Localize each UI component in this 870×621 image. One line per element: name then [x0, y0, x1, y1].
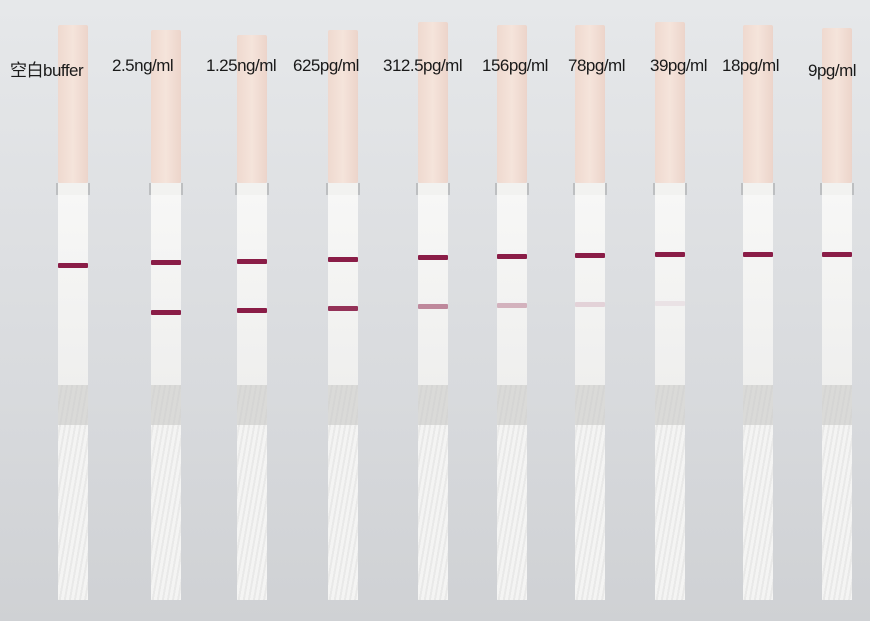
test-strip	[495, 0, 529, 621]
absorbent-pad	[151, 30, 181, 183]
test-line	[237, 308, 267, 313]
concentration-label: 625pg/ml	[293, 56, 359, 75]
result-window	[237, 195, 267, 385]
conjugate-pad	[237, 385, 267, 425]
strip-edge	[56, 183, 90, 195]
result-window	[418, 195, 448, 385]
concentration-label: 156pg/ml	[482, 56, 548, 75]
control-line	[58, 263, 88, 268]
absorbent-pad	[418, 22, 448, 183]
strip-edge	[495, 183, 529, 195]
concentration-label: 空白buffer	[10, 61, 84, 80]
concentration-label: 2.5ng/ml	[112, 56, 174, 75]
test-line	[328, 306, 358, 311]
absorbent-pad	[497, 25, 527, 183]
absorbent-pad	[743, 25, 773, 183]
test-line	[497, 303, 527, 308]
control-line	[497, 254, 527, 259]
result-window	[151, 195, 181, 385]
strip-edge	[653, 183, 687, 195]
test-strip	[573, 0, 607, 621]
absorbent-pad	[655, 22, 685, 183]
conjugate-pad	[743, 385, 773, 425]
control-line	[328, 257, 358, 262]
concentration-label: 18pg/ml	[722, 56, 779, 75]
conjugate-pad	[418, 385, 448, 425]
control-line	[655, 252, 685, 257]
conjugate-pad	[655, 385, 685, 425]
strip-edge	[149, 183, 183, 195]
conjugate-pad	[822, 385, 852, 425]
strip-edge	[573, 183, 607, 195]
result-window	[655, 195, 685, 385]
test-line	[418, 304, 448, 309]
strip-edge	[741, 183, 775, 195]
conjugate-pad	[58, 385, 88, 425]
conjugate-pad	[151, 385, 181, 425]
result-window	[497, 195, 527, 385]
strip-edge	[820, 183, 854, 195]
test-strip	[741, 0, 775, 621]
conjugate-pad	[575, 385, 605, 425]
test-strip	[149, 0, 183, 621]
control-line	[418, 255, 448, 260]
conjugate-pad	[497, 385, 527, 425]
result-window	[575, 195, 605, 385]
control-line	[151, 260, 181, 265]
concentration-label: 78pg/ml	[568, 56, 625, 75]
result-window	[743, 195, 773, 385]
absorbent-pad	[822, 28, 852, 183]
conjugate-pad	[328, 385, 358, 425]
test-line	[151, 310, 181, 315]
control-line	[822, 252, 852, 257]
control-line	[237, 259, 267, 264]
test-strip	[326, 0, 360, 621]
control-line	[743, 252, 773, 257]
test-strip	[56, 0, 90, 621]
test-line	[655, 301, 685, 306]
test-strip	[820, 0, 854, 621]
test-line	[575, 302, 605, 307]
result-window	[822, 195, 852, 385]
concentration-label: 1.25ng/ml	[206, 56, 277, 75]
strip-edge	[416, 183, 450, 195]
test-strip	[416, 0, 450, 621]
concentration-label: 312.5pg/ml	[383, 56, 463, 75]
control-line	[575, 253, 605, 258]
absorbent-pad	[58, 25, 88, 183]
concentration-label: 39pg/ml	[650, 56, 707, 75]
result-window	[328, 195, 358, 385]
absorbent-pad	[237, 35, 267, 183]
test-strip	[235, 0, 269, 621]
result-window	[58, 195, 88, 385]
absorbent-pad	[575, 25, 605, 183]
strip-edge	[235, 183, 269, 195]
strip-edge	[326, 183, 360, 195]
test-strip	[653, 0, 687, 621]
absorbent-pad	[328, 30, 358, 183]
concentration-label: 9pg/ml	[808, 61, 857, 80]
